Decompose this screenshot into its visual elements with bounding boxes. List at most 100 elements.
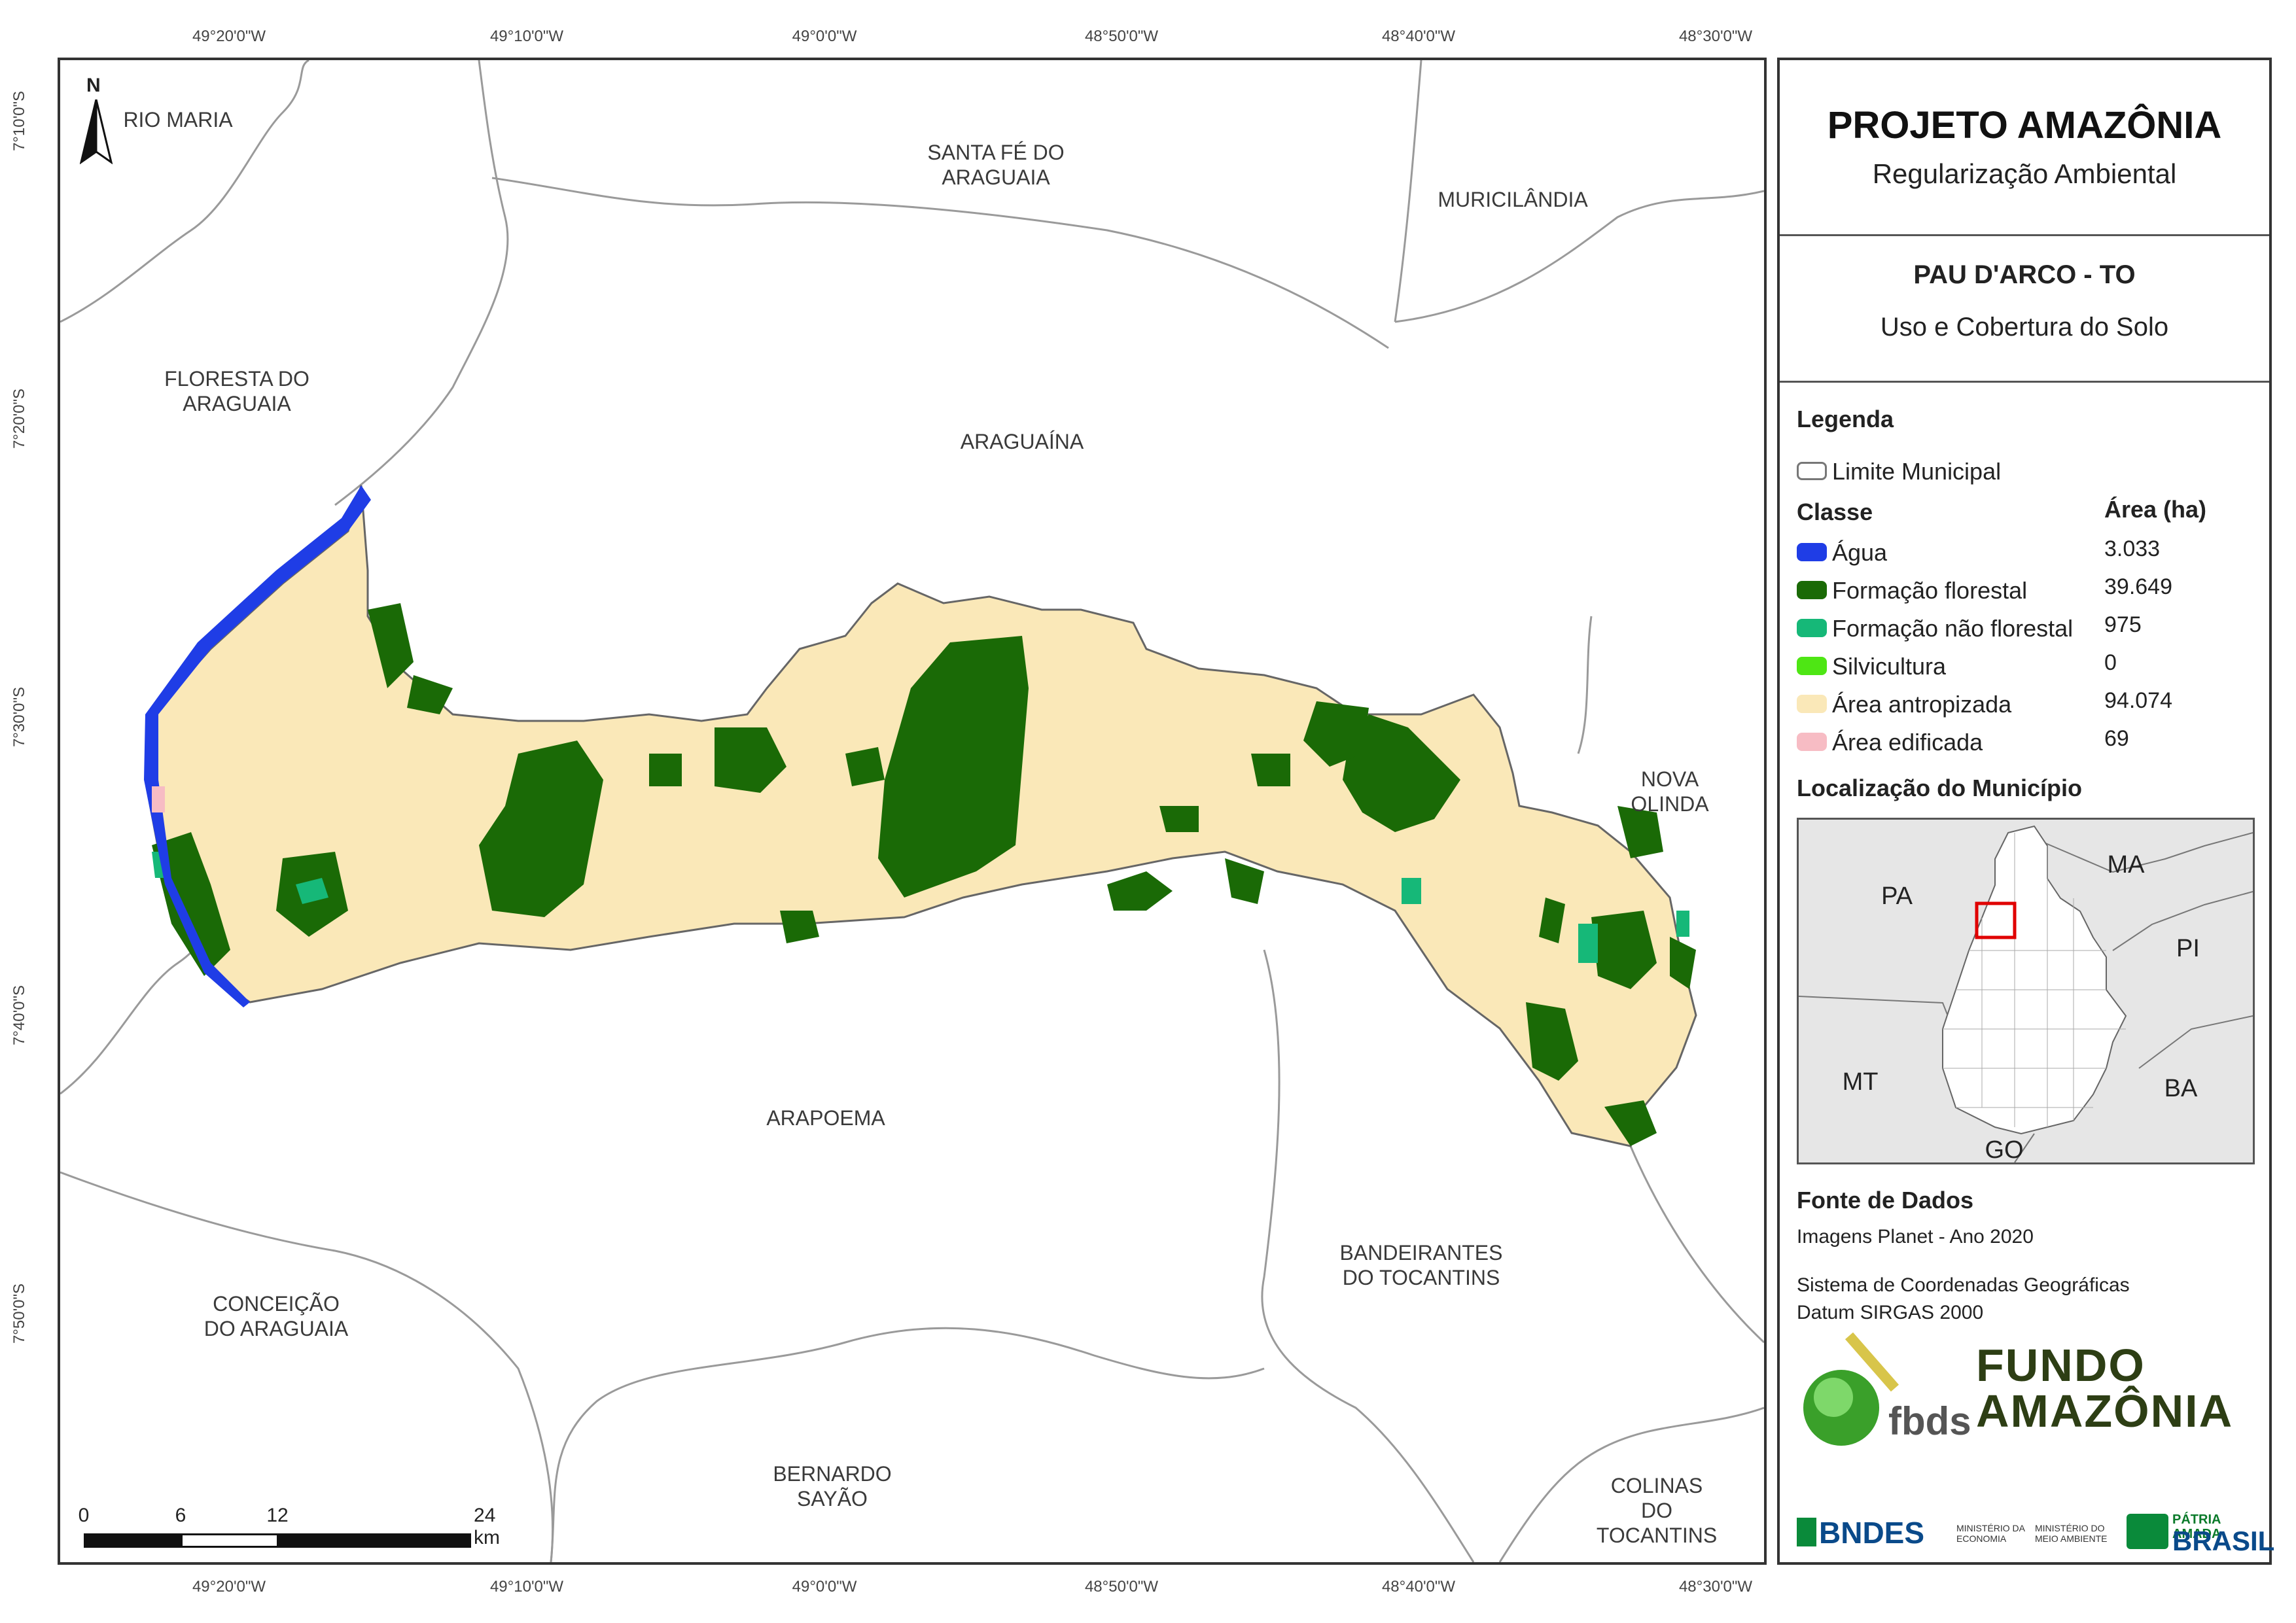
lat-tick-2: 7°20'0"S [10, 388, 28, 449]
project-title: PROJETO AMAZÔNIA [1827, 104, 2222, 147]
label-santa-fe: SANTA FÉ DO ARAGUAIA [927, 141, 1065, 189]
label-colinas: COLINAS DO TOCANTINS [1596, 1474, 1718, 1547]
amazonia-word: AMAZÔNIA [1976, 1386, 2234, 1437]
forest-patch [1225, 858, 1264, 904]
label-rio-maria: RIO MARIA [123, 108, 233, 131]
lon-tick-bot-4: 48°50'0"W [1084, 1578, 1159, 1596]
boundary-line [1261, 949, 1475, 1562]
locator-label-pa: PA [1881, 882, 1913, 910]
locator-svg [1799, 825, 2253, 1162]
legend-label-agua: Água [1832, 539, 1888, 566]
north-arrow-icon [80, 99, 113, 165]
label-floresta: FLORESTA DO ARAGUAIA [164, 367, 309, 415]
legend-row-formacao-nao-florestal: Formação não florestal 975 [1797, 612, 2255, 642]
lon-tick-top-6: 48°30'0"W [1678, 27, 1753, 45]
forest-patch [1251, 754, 1290, 786]
project-subtitle: Regularização Ambiental [1872, 158, 2177, 189]
legend-swatch-formacao-nao-florestal [1797, 619, 1827, 637]
north-letter: N [86, 75, 101, 96]
forest-patch [1591, 911, 1657, 989]
class-heading: Classe [1797, 498, 1873, 525]
brasil-flag-icon [2127, 1514, 2168, 1549]
source-heading: Fonte de Dados [1797, 1187, 1974, 1213]
lon-tick-bot-1: 49°20'0"W [192, 1578, 266, 1596]
forest-patch [368, 603, 414, 688]
forest-patch [715, 727, 786, 793]
forest-patch [479, 741, 603, 917]
forest-patch [1526, 1002, 1578, 1081]
label-arapoema: ARAPOEMA [766, 1106, 885, 1130]
state-border [1799, 996, 1956, 1036]
state-border [2021, 832, 2253, 873]
lon-tick-bot-2: 49°10'0"W [489, 1578, 564, 1596]
non-forest-patch [1578, 924, 1598, 963]
locator-heading: Localização do Município [1797, 775, 2083, 801]
forest-patch [1107, 871, 1173, 911]
panel-divider [1780, 234, 2269, 236]
scale-seg-3 [277, 1533, 471, 1548]
tocantins-state [1942, 825, 2127, 1135]
label-bernardo: BERNARDO SAYÃO [773, 1462, 892, 1510]
locator-label-pi: PI [2176, 935, 2200, 962]
forest-patch [1343, 714, 1460, 832]
legend-area-area-antropizada: 94.074 [2104, 688, 2172, 713]
boundary-line [334, 60, 509, 506]
legend-label-formacao-florestal: Formação florestal [1832, 577, 2028, 604]
municipal-boundaries [60, 60, 1764, 1562]
fbds-text: fbds [1888, 1399, 1971, 1443]
legend-heading: Legenda [1797, 406, 1894, 432]
forest-patch [1159, 806, 1199, 832]
forest-patch [878, 636, 1029, 898]
scale-label-24: 24 km [474, 1505, 501, 1548]
pau-darco-highlight [1975, 901, 2017, 939]
forest-patch [1604, 1100, 1657, 1146]
forest-patch [780, 911, 819, 943]
non-forest-patch [1676, 911, 1689, 937]
forest-patch [152, 832, 230, 976]
scale-seg-2 [181, 1533, 279, 1548]
lon-tick-top-4: 48°50'0"W [1084, 27, 1159, 45]
map-canvas[interactable]: RIO MARIA SANTA FÉ DO ARAGUAIA MURICILÂN… [58, 58, 1767, 1565]
forest-patch [407, 675, 453, 714]
bndes-logo: BNDES [1819, 1516, 1925, 1550]
legend-label-formacao-nao-florestal: Formação não florestal [1832, 615, 2074, 642]
legend-swatch-limit [1797, 462, 1827, 480]
boundary-line [60, 60, 309, 323]
fundo-amazonia-logo: FUNDO AMAZÔNIA [1976, 1342, 2233, 1434]
forest-patch [1303, 701, 1369, 767]
boundary-line [1629, 1145, 1764, 1344]
fbds-logo-icon [1803, 1332, 1899, 1446]
label-araguaina: ARAGUAÍNA [960, 430, 1084, 453]
boundary-line [550, 1327, 1265, 1562]
side-panel: PROJETO AMAZÔNIA Regularização Ambiental… [1777, 58, 2274, 1565]
non-forest-patch [1402, 878, 1421, 904]
map-theme: Uso e Cobertura do Solo [1880, 313, 2169, 341]
area-heading: Área (ha) [2104, 496, 2207, 523]
boundary-line [1394, 60, 1422, 323]
forest-patch [1539, 898, 1565, 943]
lon-tick-top-3: 49°0'0"W [792, 27, 857, 45]
lon-tick-top-2: 49°10'0"W [489, 27, 564, 45]
scale-bar: 0 6 12 24 km [79, 1505, 500, 1557]
ministerio-meio-ambiente-logo: MINISTÉRIO DO MEIO AMBIENTE [2035, 1523, 2108, 1544]
legend-label-silvicultura: Silvicultura [1832, 653, 1947, 680]
scale-label-12: 12 [266, 1505, 289, 1526]
fundo-word: FUNDO [1976, 1340, 2146, 1391]
legend-label-area-antropizada: Área antropizada [1832, 691, 2012, 718]
label-bandeirantes: BANDEIRANTES DO TOCANTINS [1339, 1241, 1503, 1289]
legend-row-area-antropizada: Área antropizada 94.074 [1797, 688, 2255, 718]
panel-divider [1780, 381, 2269, 383]
label-muricilandia: MURICILÂNDIA [1438, 188, 1588, 211]
boundary-line [1577, 616, 1593, 754]
forest-patch [845, 747, 885, 786]
fbds-logo: fbds [1797, 1329, 1971, 1460]
state-border [2014, 1133, 2035, 1162]
lon-tick-bot-6: 48°30'0"W [1678, 1578, 1753, 1596]
legend-row-agua: Água 3.033 [1797, 536, 2255, 566]
locator-label-mt: MT [1842, 1068, 1879, 1096]
boundary-line [60, 1171, 554, 1562]
municipality-title: PAU D'ARCO - TO [1913, 260, 2136, 289]
legend-row-area-edificada: Área edificada 69 [1797, 726, 2255, 756]
legend-area-agua: 3.033 [2104, 536, 2161, 561]
lon-tick-top-5: 48°40'0"W [1381, 27, 1456, 45]
